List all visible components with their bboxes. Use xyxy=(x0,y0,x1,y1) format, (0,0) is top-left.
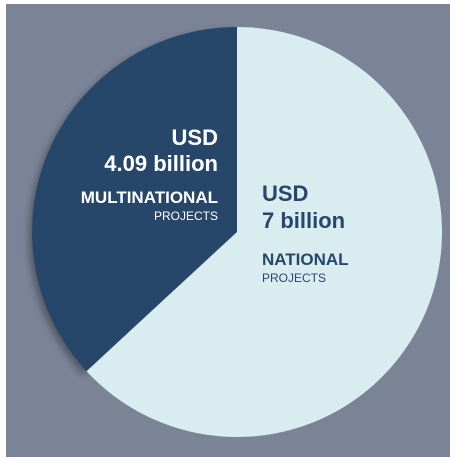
multinational-label: USD 4.09 billion MULTINATIONAL PROJECTS xyxy=(81,125,218,223)
national-sub: PROJECTS xyxy=(262,271,326,285)
multinational-category: MULTINATIONAL xyxy=(81,188,218,207)
national-amount: 7 billion xyxy=(262,208,345,233)
pie-slice-multinational xyxy=(32,27,237,372)
pie-slice-national xyxy=(86,27,442,438)
pie-slices xyxy=(32,27,442,438)
multinational-currency: USD xyxy=(172,125,218,150)
national-currency: USD xyxy=(262,181,308,206)
national-category: NATIONAL xyxy=(262,250,349,269)
multinational-sub: PROJECTS xyxy=(154,209,218,223)
national-label: USD 7 billion NATIONAL PROJECTS xyxy=(262,181,349,285)
multinational-amount: 4.09 billion xyxy=(104,151,218,176)
